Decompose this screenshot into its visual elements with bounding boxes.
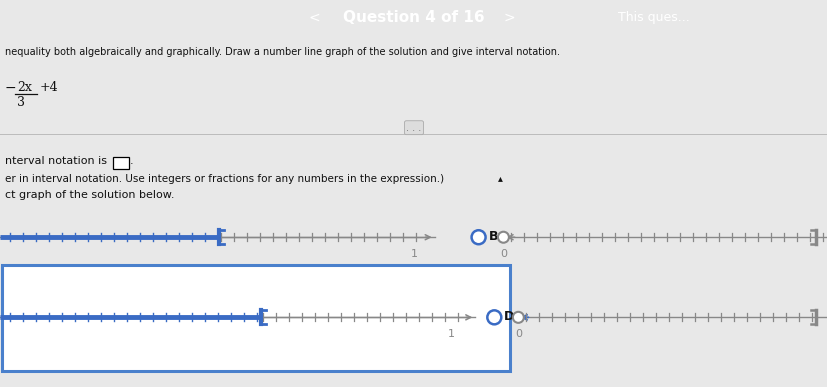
Text: nequality both algebraically and graphically. Draw a number line graph of the so: nequality both algebraically and graphic… xyxy=(5,47,559,57)
Text: D.: D. xyxy=(504,310,519,323)
Text: <: < xyxy=(308,10,320,24)
Text: Question 4 of 16: Question 4 of 16 xyxy=(342,10,485,25)
Text: B.: B. xyxy=(488,230,502,243)
Text: +4: +4 xyxy=(40,81,59,94)
Text: ct graph of the solution below.: ct graph of the solution below. xyxy=(5,190,174,200)
Circle shape xyxy=(487,310,500,324)
Text: 1: 1 xyxy=(447,329,454,339)
Circle shape xyxy=(512,312,523,323)
FancyBboxPatch shape xyxy=(2,265,509,371)
Text: 1: 1 xyxy=(410,249,417,259)
Circle shape xyxy=(471,230,485,244)
Text: nterval notation is: nterval notation is xyxy=(5,156,107,166)
Text: er in interval notation. Use integers or fractions for any numbers in the expres: er in interval notation. Use integers or… xyxy=(5,174,443,184)
Text: This ques...: This ques... xyxy=(618,11,689,24)
Text: ▴: ▴ xyxy=(497,173,502,183)
Text: 3: 3 xyxy=(17,96,25,109)
Text: . . .: . . . xyxy=(406,123,421,133)
Text: −: − xyxy=(5,81,17,95)
Text: >: > xyxy=(503,10,514,24)
Circle shape xyxy=(497,232,509,243)
Text: 0: 0 xyxy=(500,249,506,259)
FancyBboxPatch shape xyxy=(112,157,129,169)
Text: 0: 0 xyxy=(514,329,521,339)
Text: .: . xyxy=(130,156,133,166)
Text: 2x: 2x xyxy=(17,81,31,94)
